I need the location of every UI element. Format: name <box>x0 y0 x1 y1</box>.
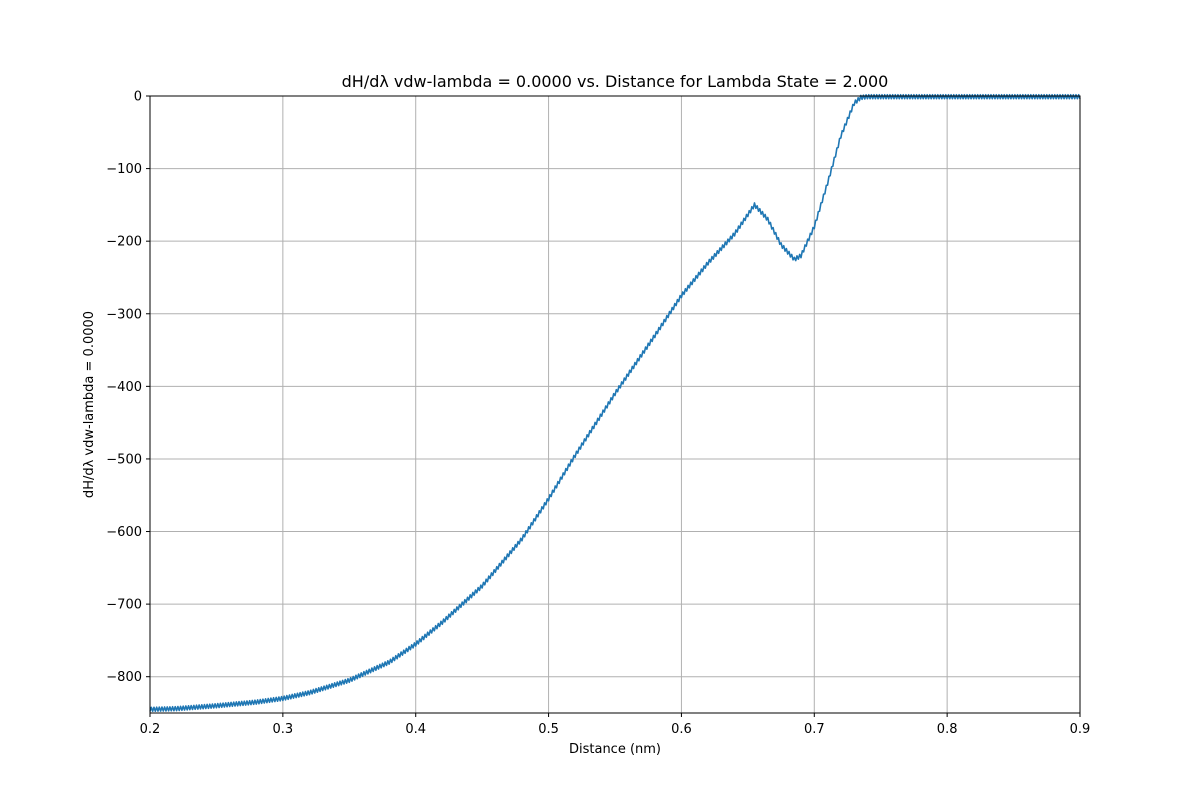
grid-lines <box>149 95 1081 713</box>
x-tick-label: 0.8 <box>937 722 958 737</box>
y-tick-label: −600 <box>106 525 142 540</box>
y-tick-label: −700 <box>106 598 142 613</box>
y-tick-label: −400 <box>106 380 142 395</box>
x-tick-label: 0.2 <box>140 722 161 737</box>
x-tick-label: 0.9 <box>1070 722 1091 737</box>
y-tick-label: −300 <box>106 307 142 322</box>
y-axis-ticks: 0 −100 −200 −300 −400 −500 −600 −700 −800 <box>106 90 150 685</box>
x-tick-label: 0.3 <box>273 722 294 737</box>
x-axis-title: Distance (nm) <box>569 742 661 757</box>
x-axis-ticks: 0.2 0.3 0.4 0.5 0.6 0.7 0.8 0.9 <box>140 713 1091 737</box>
y-tick-label: −500 <box>106 452 142 467</box>
y-tick-label: −200 <box>106 235 142 250</box>
chart-title: dH/dλ vdw-lambda = 0.0000 vs. Distance f… <box>342 72 889 91</box>
y-tick-label: −800 <box>106 670 142 685</box>
x-tick-label: 0.5 <box>538 722 559 737</box>
x-tick-label: 0.7 <box>804 722 825 737</box>
x-tick-label: 0.6 <box>671 722 692 737</box>
y-tick-label: −100 <box>106 162 142 177</box>
plot-frame <box>149 95 1081 714</box>
y-tick-label: 0 <box>134 90 142 105</box>
x-tick-label: 0.4 <box>405 722 426 737</box>
y-axis-title: dH/dλ vdw-lambda = 0.0000 <box>82 311 97 498</box>
